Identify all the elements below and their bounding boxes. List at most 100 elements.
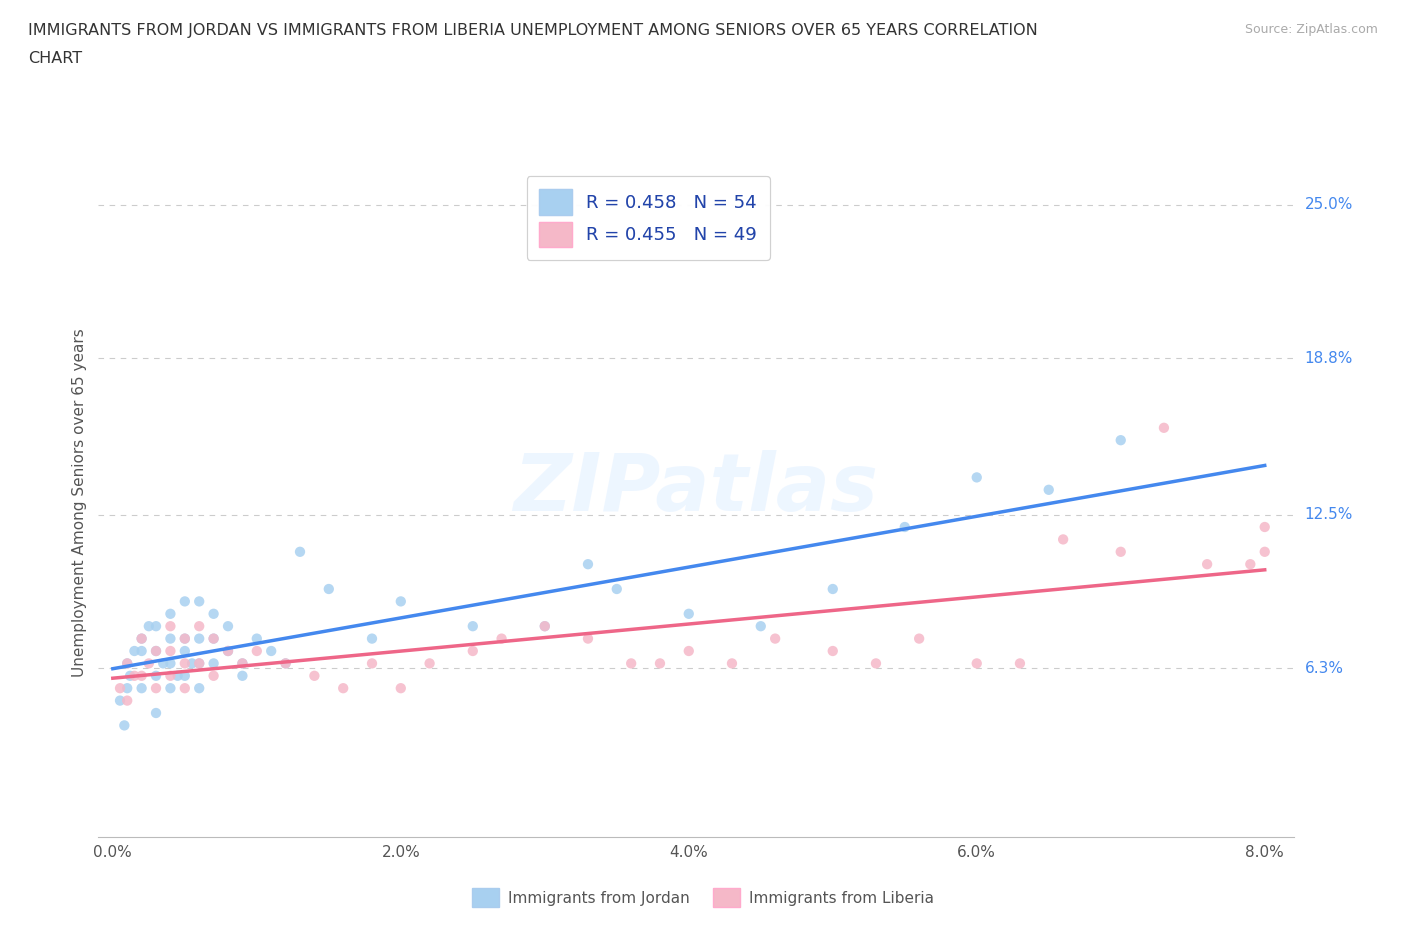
Point bbox=[389, 681, 412, 696]
Point bbox=[231, 669, 253, 684]
Point bbox=[188, 656, 211, 671]
Point bbox=[124, 669, 146, 684]
Point bbox=[145, 618, 167, 633]
Point bbox=[389, 594, 412, 609]
Point bbox=[1109, 432, 1132, 447]
Point bbox=[1239, 557, 1261, 572]
Text: IMMIGRANTS FROM JORDAN VS IMMIGRANTS FROM LIBERIA UNEMPLOYMENT AMONG SENIORS OVE: IMMIGRANTS FROM JORDAN VS IMMIGRANTS FRO… bbox=[28, 23, 1038, 38]
Point bbox=[620, 656, 643, 671]
Point bbox=[138, 618, 160, 633]
Text: ZIPatlas: ZIPatlas bbox=[513, 450, 879, 528]
Legend: Immigrants from Jordan, Immigrants from Liberia: Immigrants from Jordan, Immigrants from … bbox=[465, 883, 941, 913]
Point bbox=[173, 656, 195, 671]
Point bbox=[202, 606, 225, 621]
Point bbox=[145, 681, 167, 696]
Point bbox=[188, 681, 211, 696]
Text: CHART: CHART bbox=[28, 51, 82, 66]
Point bbox=[145, 669, 167, 684]
Point bbox=[115, 681, 138, 696]
Point bbox=[159, 681, 181, 696]
Point bbox=[131, 631, 153, 646]
Point bbox=[159, 631, 181, 646]
Point bbox=[159, 644, 181, 658]
Point bbox=[131, 681, 153, 696]
Point bbox=[231, 656, 253, 671]
Point bbox=[908, 631, 931, 646]
Point bbox=[260, 644, 283, 658]
Point bbox=[361, 631, 384, 646]
Point bbox=[1109, 544, 1132, 559]
Point bbox=[217, 618, 239, 633]
Point bbox=[188, 618, 211, 633]
Point bbox=[173, 631, 195, 646]
Point bbox=[131, 669, 153, 684]
Point bbox=[288, 544, 311, 559]
Point bbox=[181, 656, 204, 671]
Point bbox=[131, 644, 153, 658]
Point bbox=[491, 631, 513, 646]
Point bbox=[188, 656, 211, 671]
Point bbox=[115, 656, 138, 671]
Point bbox=[173, 669, 195, 684]
Point bbox=[173, 631, 195, 646]
Point bbox=[173, 594, 195, 609]
Point bbox=[304, 669, 326, 684]
Point bbox=[1052, 532, 1074, 547]
Point bbox=[821, 644, 844, 658]
Point bbox=[246, 644, 269, 658]
Point bbox=[865, 656, 887, 671]
Point bbox=[461, 644, 484, 658]
Point bbox=[419, 656, 441, 671]
Point bbox=[678, 644, 700, 658]
Point bbox=[678, 606, 700, 621]
Text: 18.8%: 18.8% bbox=[1305, 351, 1353, 365]
Point bbox=[145, 644, 167, 658]
Point bbox=[108, 681, 131, 696]
Point bbox=[152, 656, 174, 671]
Point bbox=[108, 693, 131, 708]
Point bbox=[131, 631, 153, 646]
Point bbox=[115, 693, 138, 708]
Y-axis label: Unemployment Among Seniors over 65 years: Unemployment Among Seniors over 65 years bbox=[72, 328, 87, 677]
Point bbox=[166, 669, 188, 684]
Point bbox=[606, 581, 628, 596]
Point bbox=[138, 656, 160, 671]
Point bbox=[966, 470, 988, 485]
Point bbox=[202, 656, 225, 671]
Point bbox=[173, 681, 195, 696]
Point bbox=[188, 594, 211, 609]
Point bbox=[159, 656, 181, 671]
Point bbox=[246, 631, 269, 646]
Point bbox=[533, 618, 555, 633]
Point bbox=[217, 644, 239, 658]
Text: 12.5%: 12.5% bbox=[1305, 507, 1353, 522]
Point bbox=[576, 631, 599, 646]
Point bbox=[821, 581, 844, 596]
Text: 25.0%: 25.0% bbox=[1305, 197, 1353, 212]
Point bbox=[159, 618, 181, 633]
Point bbox=[145, 644, 167, 658]
Point bbox=[202, 669, 225, 684]
Point bbox=[159, 669, 181, 684]
Point bbox=[145, 706, 167, 721]
Point bbox=[274, 656, 297, 671]
Point bbox=[217, 644, 239, 658]
Point bbox=[124, 644, 146, 658]
Point bbox=[274, 656, 297, 671]
Point bbox=[648, 656, 671, 671]
Point bbox=[721, 656, 744, 671]
Point bbox=[188, 631, 211, 646]
Point bbox=[893, 520, 915, 535]
Legend: R = 0.458   N = 54, R = 0.455   N = 49: R = 0.458 N = 54, R = 0.455 N = 49 bbox=[527, 177, 769, 260]
Point bbox=[763, 631, 786, 646]
Point bbox=[1254, 544, 1277, 559]
Point bbox=[966, 656, 988, 671]
Text: Source: ZipAtlas.com: Source: ZipAtlas.com bbox=[1244, 23, 1378, 36]
Point bbox=[318, 581, 340, 596]
Point bbox=[1038, 483, 1060, 498]
Point bbox=[461, 618, 484, 633]
Text: 6.3%: 6.3% bbox=[1305, 661, 1344, 676]
Point bbox=[1153, 420, 1175, 435]
Point bbox=[576, 557, 599, 572]
Point bbox=[231, 656, 253, 671]
